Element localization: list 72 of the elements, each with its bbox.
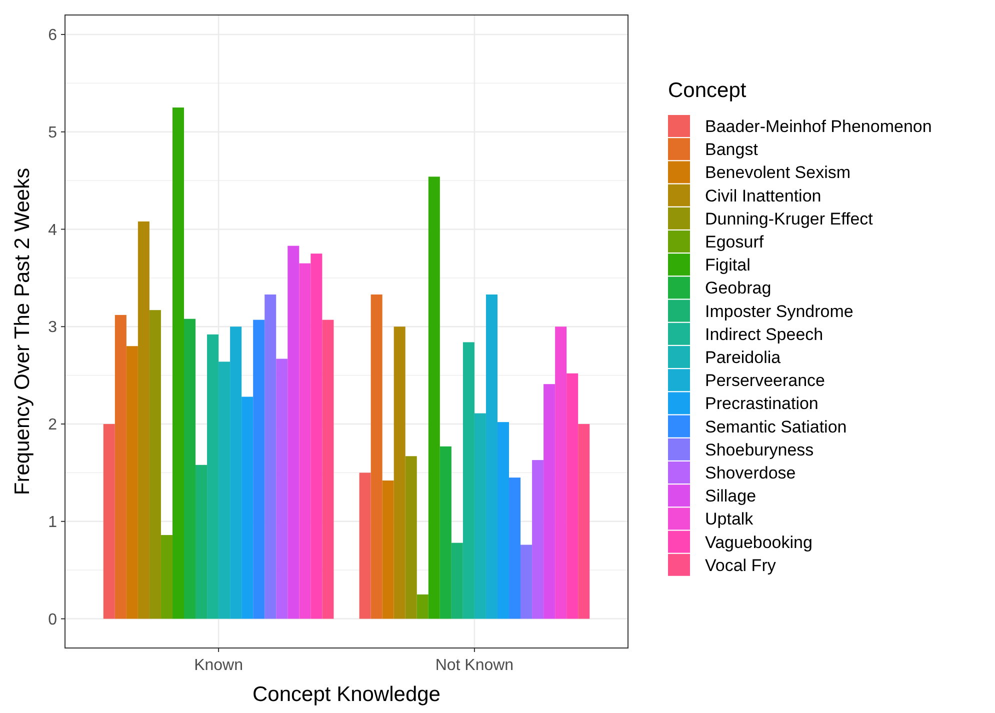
legend-label: Baader-Meinhof Phenomenon (705, 116, 932, 136)
legend-label: Uptalk (705, 510, 754, 529)
bar (310, 254, 322, 619)
legend-label: Imposter Syndrome (705, 302, 854, 321)
bar (405, 456, 417, 619)
bar (566, 373, 578, 619)
legend-label: Semantic Satiation (705, 417, 847, 436)
y-tick-label: 6 (48, 27, 58, 44)
bar (382, 480, 394, 619)
bar (126, 346, 138, 619)
legend-label: Shoeburyness (705, 440, 814, 460)
bar (578, 424, 590, 619)
bar (428, 176, 440, 619)
bar (520, 544, 532, 619)
bar (196, 464, 208, 619)
bar (544, 384, 556, 619)
legend-label: Geobrag (705, 278, 772, 298)
bar (276, 358, 288, 619)
bar (359, 472, 371, 619)
y-tick-label: 2 (48, 416, 58, 434)
legend-label: Dunning-Kruger Effect (705, 209, 874, 228)
bar (497, 422, 509, 619)
bar (462, 342, 474, 619)
bar (172, 108, 184, 619)
legend-label: Perserveerance (705, 371, 826, 390)
bar (416, 594, 428, 619)
bar (230, 326, 242, 619)
y-tick-label: 5 (48, 124, 58, 142)
legend-label: Vocal Fry (705, 556, 776, 575)
legend-label: Bangst (705, 140, 758, 160)
bar (149, 310, 161, 619)
bar (253, 320, 265, 619)
bar (242, 396, 254, 619)
bar (322, 320, 334, 619)
bar (486, 294, 498, 619)
y-axis-title: Frequency Over The Past 2 Weeks (11, 168, 34, 496)
x-tick-label: Known (194, 657, 244, 674)
bar (474, 413, 486, 619)
bar (394, 326, 406, 619)
legend-label: Benevolent Sexism (705, 163, 851, 182)
y-tick-label: 3 (48, 319, 58, 336)
legend-label: Shoverdose (705, 463, 796, 482)
bar (555, 326, 567, 619)
bar (218, 362, 230, 619)
bar (103, 424, 115, 619)
legend-label: Precrastination (705, 394, 818, 414)
bar (207, 334, 219, 619)
legend-label: Figital (705, 256, 750, 275)
legend-label: Indirect Speech (705, 324, 824, 344)
bar (532, 460, 544, 619)
bar (440, 446, 452, 619)
legend-label: Civil Inattention (705, 186, 822, 206)
bar (509, 478, 521, 619)
bar (299, 263, 311, 619)
bar (184, 318, 196, 619)
legend-label: Pareidolia (705, 348, 782, 367)
bar (288, 246, 300, 619)
y-tick-label: 4 (48, 222, 58, 239)
bar (264, 294, 276, 619)
y-tick-label: 0 (48, 611, 58, 628)
bar (160, 535, 172, 619)
bar (138, 221, 150, 619)
legend-title: Concept (668, 79, 746, 102)
legend-label: Egosurf (705, 232, 764, 252)
legend-label: Sillage (705, 486, 756, 506)
legend-label: Vaguebooking (705, 532, 812, 552)
bar (370, 294, 382, 619)
y-tick-label: 1 (48, 514, 58, 531)
bar (451, 542, 463, 619)
x-axis-title: Concept Knowledge (252, 683, 440, 706)
x-tick-label: Not Known (435, 657, 514, 674)
bar (114, 314, 126, 619)
